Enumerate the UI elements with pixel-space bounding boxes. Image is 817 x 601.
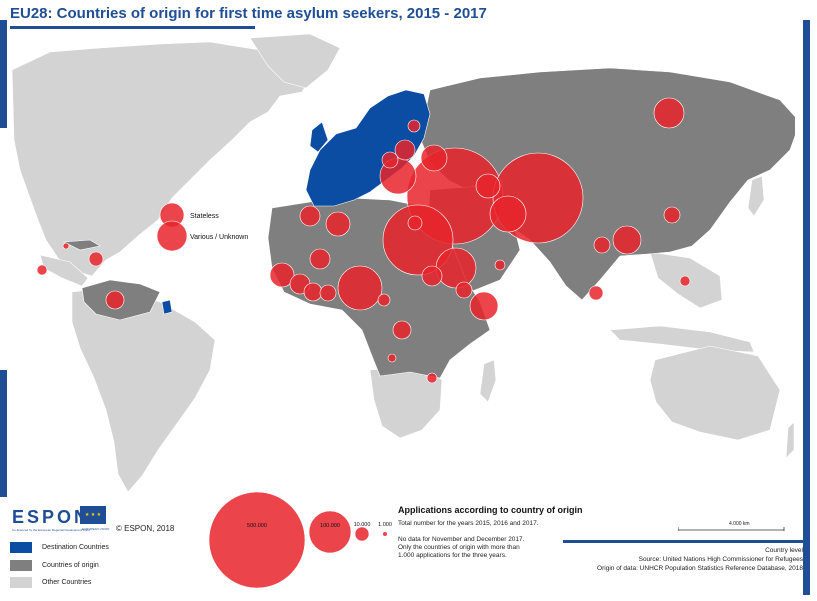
right-accent-bar	[803, 20, 810, 595]
prop-circle-100000	[308, 510, 352, 554]
bubble-bangladesh	[612, 225, 642, 255]
prop-circle-500000	[208, 491, 306, 589]
prop-circle-10000	[354, 526, 370, 542]
bubble-ukraine	[407, 119, 421, 133]
south-america-shape	[71, 287, 216, 493]
bubble-pakistan	[489, 195, 527, 233]
bubble-cameroon	[377, 293, 391, 307]
source-line: Country level	[765, 547, 803, 554]
source-line: Source: United Nations High Commissioner…	[638, 556, 803, 563]
madagascar-shape	[479, 359, 497, 403]
map-label-various-unknown: Various / Unknown	[190, 234, 248, 241]
bubble-venezuela	[105, 290, 125, 310]
map-label-stateless: Stateless	[190, 213, 219, 220]
note-line: No data for November and December 2017.	[398, 536, 525, 543]
eu-flag-tagline: EUROPEAN UNION	[82, 527, 110, 531]
bubble-haiti	[62, 242, 70, 250]
destination-countries-layer	[161, 89, 431, 315]
legend-swatch-other	[10, 577, 32, 588]
new-zealand-shape	[785, 421, 795, 459]
source-rule	[563, 540, 803, 543]
title-underline	[10, 26, 255, 29]
scale-bar-label: 4.000 km	[729, 521, 750, 527]
bubble-somalia	[469, 291, 499, 321]
prop-circle-1000	[383, 532, 387, 536]
bubble-vietnam	[679, 275, 691, 287]
bubble-angola	[387, 353, 397, 363]
world-map: Stateless Various / Unknown	[11, 33, 795, 493]
europe-shape	[305, 89, 431, 207]
bubble-morocco	[299, 205, 321, 227]
bubble-mali	[309, 248, 331, 270]
bubble-ethiopia	[455, 281, 473, 299]
espon-logo: ESPON	[12, 507, 91, 527]
source-line: Origin of data: UNHCR Population Statist…	[597, 565, 803, 572]
legend-label-other: Other Countries	[42, 579, 92, 586]
bubble-china	[663, 206, 681, 224]
proportional-legend-subtitle: Total number for the years 2015, 2016 an…	[398, 520, 539, 527]
bubble-senegal	[269, 262, 295, 288]
copyright: © ESPON, 2018	[116, 524, 175, 533]
bubble-drc	[392, 320, 412, 340]
australia-shape	[649, 345, 781, 441]
bubble-yemen	[494, 259, 506, 271]
prop-label-500000: 500.000	[247, 523, 267, 529]
bubble-ghana	[319, 284, 337, 302]
proportional-circle-legend: 500.000 100.000 10.000 1.000	[208, 491, 392, 589]
note-line: Only the countries of origin with more t…	[398, 544, 520, 551]
bubble-egypt	[407, 215, 423, 231]
legend-label-origin: Countries of origin	[42, 562, 99, 569]
bubble-elsalvador	[36, 264, 48, 276]
legend-swatch-destination	[10, 542, 32, 553]
bubble-serbia	[381, 151, 399, 169]
eu-flag-icon	[80, 506, 106, 524]
bubble-iran	[475, 173, 501, 199]
japan-shape	[747, 175, 765, 217]
north-america-shape	[11, 41, 311, 277]
espon-logo-tagline: Co-financed by the European Regional Dev…	[12, 528, 90, 532]
bubble-albania	[394, 139, 416, 161]
proportional-legend-title: Applications according to country of ori…	[398, 505, 583, 515]
bubble-eritrea	[435, 247, 477, 289]
bubble-colombia	[88, 251, 104, 267]
greenland-shape	[249, 33, 341, 89]
bubble-ivorycoast	[303, 282, 323, 302]
map-title: EU28: Countries of origin for first time…	[10, 5, 487, 22]
bubble-georgia	[420, 144, 448, 172]
bubble-srilanka	[588, 285, 604, 301]
prop-label-1000: 1.000	[378, 522, 392, 528]
legend-label-destination: Destination Countries	[42, 544, 109, 551]
bubble-russia	[653, 97, 685, 129]
left-accent-bar-top	[0, 20, 7, 128]
legend-swatch-origin	[10, 560, 32, 571]
bubble-iraq	[382, 204, 454, 276]
bubble-unknown	[156, 220, 188, 252]
bubble-sudan	[421, 265, 443, 287]
bubble-zimbabwe	[426, 372, 438, 384]
note-line: 1.000 applications for the three years.	[398, 552, 507, 559]
eu-stars-icon: ★ ★ ★	[84, 512, 102, 518]
left-accent-bar-bottom	[0, 370, 7, 497]
bubbles-layer	[36, 97, 691, 384]
bubble-india	[593, 236, 611, 254]
bubble-algeria	[325, 211, 351, 237]
prop-label-10000: 10.000	[354, 522, 371, 528]
scale-bar	[678, 527, 785, 531]
prop-label-100000: 100.000	[320, 523, 340, 529]
caribbean-shape	[62, 239, 101, 251]
uk-shape	[309, 121, 329, 153]
french-guiana-shape	[161, 299, 173, 315]
bubble-nigeria	[337, 265, 383, 311]
indonesia-shape	[609, 325, 755, 353]
